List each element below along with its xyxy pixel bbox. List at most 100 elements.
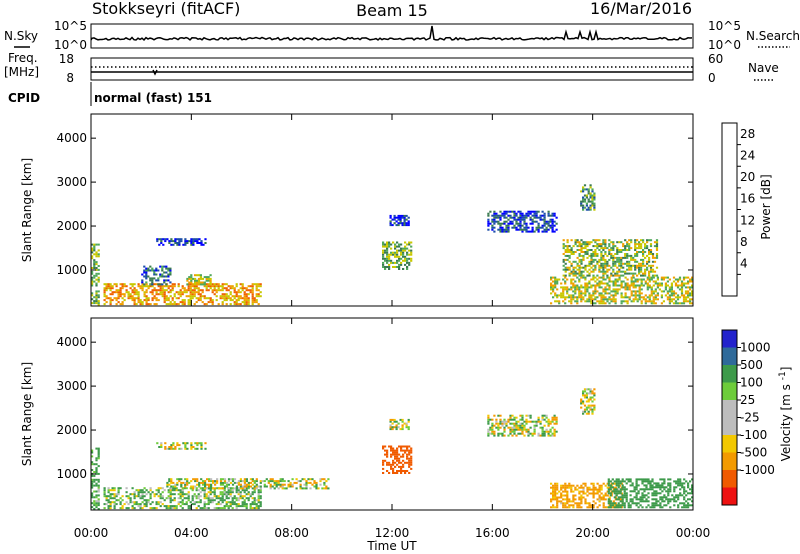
scatter-cell <box>95 255 98 258</box>
scatter-cell <box>592 260 595 263</box>
scatter-cell <box>303 487 306 490</box>
scatter-cell <box>241 501 244 504</box>
scatter-cell <box>621 498 624 501</box>
scatter-cell <box>384 249 387 252</box>
scatter-cell <box>570 262 573 265</box>
scatter-cell <box>131 505 134 508</box>
scatter-cell <box>489 210 492 213</box>
scatter-cell <box>499 432 502 435</box>
scatter-cell <box>117 487 120 490</box>
scatter-cell <box>159 505 162 508</box>
scatter-cell <box>121 297 124 300</box>
scatter-cell <box>630 276 633 279</box>
scatter-cell <box>631 502 634 505</box>
scatter-cell <box>499 216 502 219</box>
scatter-cell <box>628 272 631 275</box>
scatter-cell <box>410 467 413 470</box>
scatter-cell <box>259 485 262 488</box>
scatter-cell <box>214 487 217 490</box>
scatter-cell <box>625 494 628 497</box>
scatter-cell <box>551 218 554 221</box>
scatter-cell <box>93 302 96 305</box>
scatter-cell <box>160 444 163 447</box>
scatter-cell <box>677 482 680 485</box>
scatter-cell <box>687 482 690 485</box>
scatter-cell <box>541 230 544 233</box>
scatter-cell <box>517 426 520 429</box>
scatter-cell <box>382 472 385 474</box>
scatter-cell <box>97 478 100 481</box>
scatter-cell <box>564 249 567 251</box>
scatter-cell <box>568 268 571 271</box>
scatter-cell <box>560 296 563 299</box>
scatter-cell <box>195 285 198 288</box>
scatter-cell <box>533 430 536 433</box>
scatter-cell <box>554 276 557 279</box>
scatter-cell <box>189 301 192 304</box>
scatter-cell <box>598 300 601 303</box>
scatter-cell <box>237 289 240 292</box>
scatter-cell <box>598 504 601 507</box>
scatter-cell <box>663 504 666 507</box>
scatter-cell <box>196 478 199 481</box>
scatter-cell <box>393 214 396 217</box>
scatter-cell <box>491 226 494 229</box>
scatter-cell <box>592 488 595 491</box>
scatter-cell <box>267 480 270 483</box>
scatter-cell <box>199 501 202 504</box>
scatter-cell <box>654 298 657 301</box>
scatter-cell <box>109 495 112 498</box>
nave-label: Nave <box>748 61 779 75</box>
scatter-cell <box>564 258 567 261</box>
scatter-cell <box>665 498 668 501</box>
scatter-cell <box>239 483 242 486</box>
scatter-cell <box>388 263 391 266</box>
scatter-cell <box>233 495 236 498</box>
scatter-cell <box>205 507 208 510</box>
scatter-cell <box>121 283 124 286</box>
scatter-cell <box>593 392 596 395</box>
scatter-cell <box>668 286 671 289</box>
scatter-cell <box>664 284 667 287</box>
scatter-cell <box>281 485 284 488</box>
scatter-cell <box>499 226 502 229</box>
scatter-cell <box>600 270 603 273</box>
scatter-cell <box>626 282 629 285</box>
noise-panel-frame <box>90 23 694 49</box>
scatter-cell <box>564 274 567 277</box>
scatter-cell <box>253 299 256 302</box>
scatter-cell <box>641 492 644 495</box>
scatter-cell <box>614 245 617 248</box>
scatter-cell <box>552 496 555 499</box>
scatter-cell <box>195 501 198 504</box>
scatter-cell <box>620 260 623 263</box>
scatter-cell <box>621 504 624 507</box>
scatter-cell <box>406 251 409 254</box>
scatter-cell <box>511 434 514 437</box>
scatter-cell <box>91 463 94 466</box>
scatter-cell <box>133 493 136 496</box>
scatter-cell <box>151 289 154 292</box>
scatter-cell <box>587 200 590 203</box>
scatter-cell <box>91 461 94 464</box>
scatter-cell <box>626 272 629 275</box>
scatter-cell <box>145 493 148 496</box>
noise-ytick-top-right: 10^5 <box>708 19 741 33</box>
scatter-cell <box>149 265 152 268</box>
scatter-cell <box>299 483 302 486</box>
scatter-cell <box>620 284 623 287</box>
scatter-cell <box>169 489 172 492</box>
scatter-cell <box>661 478 664 481</box>
scatter-cell <box>281 483 284 486</box>
scatter-cell <box>205 297 208 300</box>
scatter-cell <box>668 294 671 297</box>
scatter-cell <box>634 294 637 297</box>
scatter-cell <box>580 298 583 301</box>
scatter-cell <box>193 289 196 292</box>
scatter-cell <box>185 501 188 504</box>
scatter-cell <box>570 278 573 281</box>
scatter-cell <box>396 261 399 264</box>
scatter-cell <box>499 210 502 213</box>
scatter-cell <box>604 498 607 501</box>
